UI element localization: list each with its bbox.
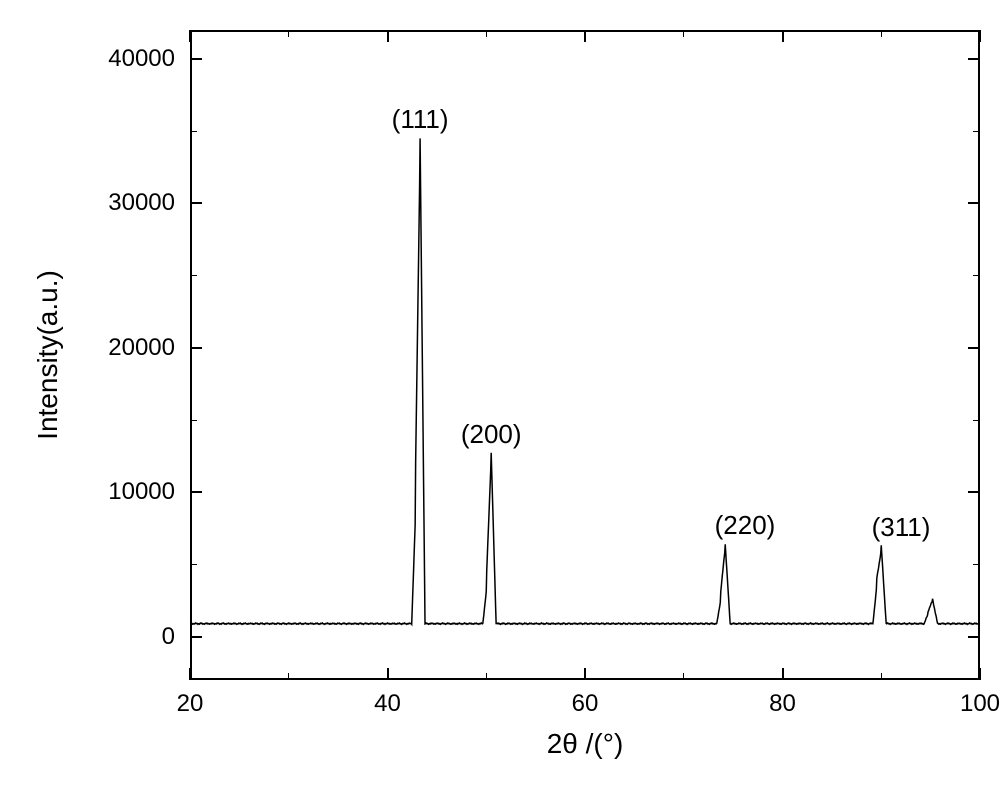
y-tick-major xyxy=(968,636,980,638)
x-tick-label: 60 xyxy=(572,690,599,718)
x-tick-major xyxy=(387,30,389,42)
x-tick-minor xyxy=(881,30,882,37)
peak-label: (311) xyxy=(872,512,931,543)
x-tick-minor xyxy=(486,30,487,37)
y-tick-major xyxy=(190,202,202,204)
y-tick-major xyxy=(968,347,980,349)
y-tick-major xyxy=(190,347,202,349)
y-tick-major xyxy=(190,636,202,638)
x-tick-minor xyxy=(486,673,487,680)
y-tick-minor xyxy=(190,564,197,565)
spectrum-line xyxy=(0,0,1006,800)
x-tick-minor xyxy=(288,673,289,680)
x-tick-major xyxy=(189,668,191,680)
y-tick-major xyxy=(190,491,202,493)
x-tick-minor xyxy=(288,30,289,37)
y-tick-label: 20000 xyxy=(95,334,175,362)
x-tick-major xyxy=(387,668,389,680)
y-tick-major xyxy=(968,202,980,204)
peak-label: (111) xyxy=(392,104,449,135)
y-tick-major xyxy=(968,58,980,60)
x-tick-major xyxy=(979,30,981,42)
x-tick-minor xyxy=(881,673,882,680)
xrd-chart: 20 40 60 80 100 0 10000 20000 30000 40000 (111) (20… xyxy=(0,0,1006,800)
x-tick-minor xyxy=(683,30,684,37)
y-tick-major xyxy=(190,58,202,60)
x-tick-label: 20 xyxy=(177,690,204,718)
y-tick-minor xyxy=(190,420,197,421)
x-tick-label: 100 xyxy=(960,690,1000,718)
peak-label: (220) xyxy=(715,510,776,541)
y-tick-label: 30000 xyxy=(95,189,175,217)
x-tick-major xyxy=(782,668,784,680)
y-tick-minor xyxy=(973,131,980,132)
y-tick-major xyxy=(968,491,980,493)
x-tick-major xyxy=(782,30,784,42)
y-tick-minor xyxy=(190,131,197,132)
x-tick-label: 40 xyxy=(374,690,401,718)
x-tick-minor xyxy=(683,673,684,680)
peak-label: (200) xyxy=(461,419,522,450)
y-tick-minor xyxy=(973,275,980,276)
spectrum-path xyxy=(190,138,980,624)
x-tick-major xyxy=(584,30,586,42)
x-tick-major xyxy=(584,668,586,680)
y-tick-label: 10000 xyxy=(95,478,175,506)
y-tick-label: 40000 xyxy=(95,45,175,73)
y-tick-minor xyxy=(973,420,980,421)
y-tick-minor xyxy=(190,275,197,276)
x-axis-label: 2θ /(°) xyxy=(547,728,624,760)
x-tick-major xyxy=(979,668,981,680)
y-tick-minor xyxy=(973,564,980,565)
y-axis-label: Intensity(a.u.) xyxy=(32,270,64,440)
x-tick-label: 80 xyxy=(769,690,796,718)
y-tick-label: 0 xyxy=(95,623,175,651)
x-tick-major xyxy=(189,30,191,42)
